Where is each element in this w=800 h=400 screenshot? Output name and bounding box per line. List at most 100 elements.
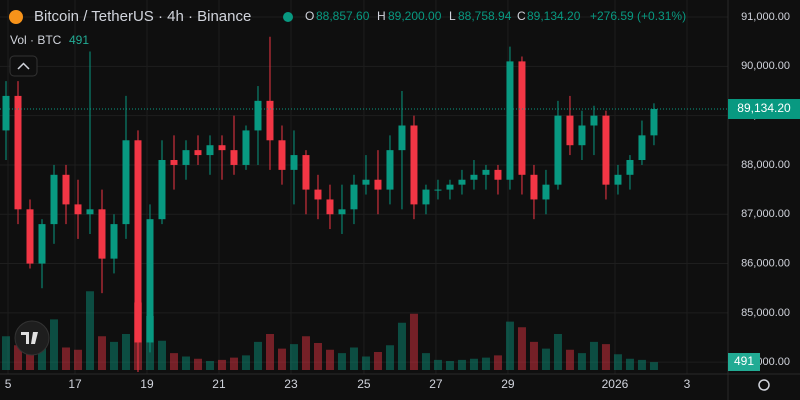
volume-bar	[529, 341, 538, 370]
volume-bar	[73, 349, 82, 370]
candle-body	[134, 140, 142, 343]
candle-body	[350, 184, 358, 210]
volume-bar	[1, 336, 10, 370]
candle-body	[62, 174, 70, 205]
volume-bar	[61, 347, 70, 370]
volume-bar	[361, 356, 370, 370]
volume-bar	[349, 347, 358, 370]
volume-bar	[565, 349, 574, 370]
volume-bar	[313, 343, 322, 370]
candle-body	[122, 140, 130, 225]
x-tick-label: 3	[684, 377, 691, 391]
ohlc-key: O	[305, 9, 314, 23]
volume-bar	[109, 341, 118, 370]
ohlc-key: C	[517, 9, 526, 23]
ohlc-value: 88,758.94	[458, 9, 512, 23]
volume-bar	[601, 344, 610, 370]
x-tick-label: 23	[284, 377, 298, 391]
candle-body	[230, 150, 238, 165]
candle-body	[26, 209, 34, 264]
volume-bar	[493, 355, 502, 370]
ohlc-value: 89,134.20	[527, 9, 581, 23]
candle-body	[302, 155, 310, 190]
volume-bar	[37, 338, 46, 370]
volume-bar	[589, 341, 598, 370]
y-tick-label: 85,000.00	[741, 307, 790, 319]
volume-bar	[97, 336, 106, 370]
candle-body	[374, 179, 382, 190]
y-tick-label: 91,000.00	[741, 11, 790, 23]
symbol-title: Bitcoin / TetherUS · 4h · Binance	[34, 8, 251, 25]
candle-body	[410, 125, 418, 205]
volume-bar	[85, 291, 94, 370]
candle-body	[194, 150, 202, 156]
volume-bar	[229, 357, 238, 370]
collapse-button[interactable]	[9, 55, 38, 77]
candle-body	[278, 140, 286, 170]
volume-bar	[385, 345, 394, 370]
volume-bar	[481, 357, 490, 370]
volume-bar	[625, 358, 634, 370]
volume-bar	[553, 334, 562, 370]
candle-body	[158, 160, 166, 220]
candle-body	[422, 189, 430, 205]
x-tick-label: 29	[501, 377, 515, 391]
candle-body	[266, 100, 274, 141]
candle-body	[446, 184, 454, 190]
candle-body	[590, 115, 598, 126]
volume-bar	[373, 352, 382, 370]
candle-body	[218, 145, 226, 151]
volume-bar	[457, 359, 466, 370]
candle-body	[14, 95, 22, 210]
candle-body	[566, 115, 574, 146]
volume-bar	[13, 345, 22, 370]
volume-bar	[205, 361, 214, 370]
ohlc-value: 89,200.00	[388, 9, 442, 23]
volume-bar	[577, 353, 586, 370]
candle-body	[542, 184, 550, 200]
volume-value: 491	[69, 33, 89, 47]
candle-body	[518, 61, 526, 175]
market-status	[283, 12, 293, 22]
candle-body	[86, 209, 94, 215]
x-tick-label: 21	[212, 377, 226, 391]
candle-body	[650, 109, 658, 136]
candle-body	[182, 150, 190, 165]
x-tick-label: 27	[429, 377, 443, 391]
y-tick-label: 87,000.00	[741, 208, 790, 220]
candle-body	[530, 174, 538, 200]
volume-badge-label: 491	[734, 354, 754, 368]
x-tick-label: 5	[5, 377, 12, 391]
volume-bar	[181, 356, 190, 370]
candles	[2, 36, 658, 373]
candle-body	[554, 115, 562, 185]
volume-bar	[433, 359, 442, 370]
candle-body	[74, 204, 82, 215]
candle-body	[98, 209, 106, 259]
candle-body	[386, 150, 394, 190]
volume-bar	[637, 359, 646, 370]
last-price-badge	[728, 99, 800, 120]
candle-body	[170, 160, 178, 165]
volume-bar	[397, 322, 406, 370]
candle-body	[326, 199, 334, 215]
volume-bar	[217, 359, 226, 370]
candle-body	[242, 130, 250, 165]
candle-body	[470, 174, 478, 180]
candle-body	[602, 115, 610, 185]
candle-body	[506, 61, 514, 180]
x-tick-label: 19	[140, 377, 154, 391]
settings-icon[interactable]	[758, 379, 770, 391]
volume-bar	[169, 353, 178, 370]
candle-body	[38, 224, 46, 264]
y-tick-label: 86,000.00	[741, 257, 790, 269]
ohlc-key: L	[449, 9, 456, 23]
volume-bar	[517, 327, 526, 370]
x-tick-label: 17	[68, 377, 82, 391]
candle-body	[110, 224, 118, 259]
collapse-icon	[17, 62, 30, 70]
last-price-label: 89,134.20	[737, 101, 791, 115]
volume-bar	[253, 341, 262, 370]
candle-body	[578, 125, 586, 146]
